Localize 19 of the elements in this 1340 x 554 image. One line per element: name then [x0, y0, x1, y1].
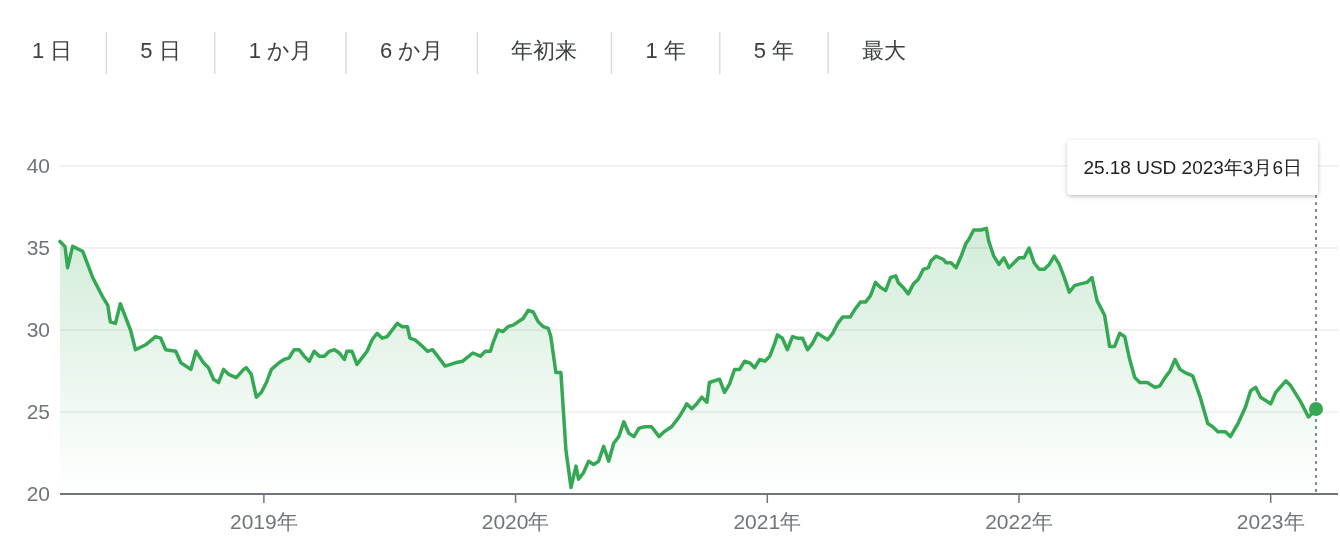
text: 5 年 — [753, 38, 795, 63]
x-tick-label: 2022年 — [985, 510, 1053, 533]
y-tick-label: 30 — [26, 318, 50, 341]
text: 最大 — [862, 38, 907, 63]
y-tick-label: 20 — [26, 482, 50, 505]
text: 1 年 — [645, 38, 686, 63]
text: 6 か月 — [380, 38, 444, 63]
text: 1 か月 — [248, 38, 313, 63]
ref-line-label: 25.18 USD 2023年3月6日 — [1083, 157, 1302, 178]
x-tick-label: 2019年 — [230, 510, 298, 533]
x-tick-label: 2021年 — [733, 510, 802, 533]
x-tick-label: 2020年 — [481, 510, 550, 533]
text: 年初来 — [511, 38, 578, 63]
y-tick-label: 25 — [26, 400, 50, 423]
text: 1 日 — [32, 38, 73, 63]
y-tick-label: 35 — [26, 236, 50, 259]
y-tick-label: 40 — [26, 154, 50, 177]
x-tick-label: 2023年 — [1236, 510, 1305, 533]
text: 5 日 — [140, 38, 181, 63]
